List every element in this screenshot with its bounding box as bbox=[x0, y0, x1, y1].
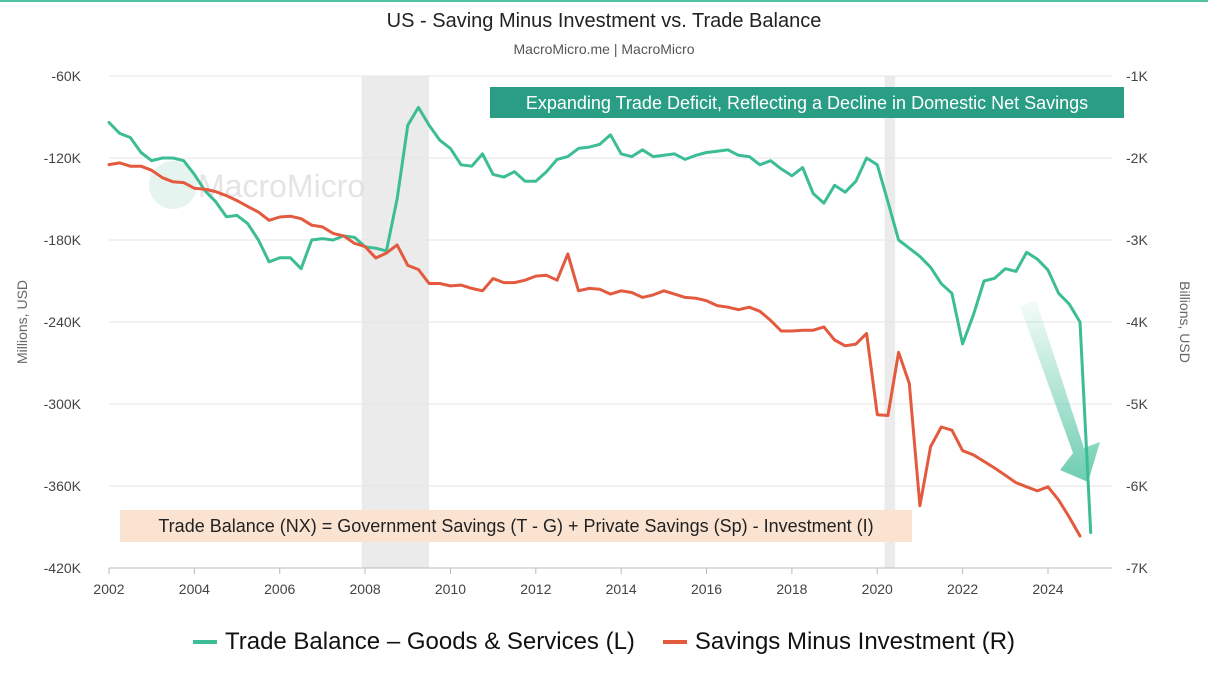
right-tick-label: -1K bbox=[1126, 68, 1148, 84]
left-tick-label: -420K bbox=[44, 560, 82, 576]
left-tick-label: -360K bbox=[44, 478, 82, 494]
x-tick-label: 2012 bbox=[520, 581, 551, 597]
series-line-savings-minus-investment bbox=[107, 161, 1082, 538]
annotation-top-box bbox=[490, 87, 1124, 118]
legend-label-savings-minus-investment: Savings Minus Investment (R) bbox=[694, 628, 1016, 655]
annotation-top-text: Expanding Trade Deficit, Reflecting a De… bbox=[526, 93, 1088, 113]
x-tick-label: 2018 bbox=[776, 581, 807, 597]
right-tick-label: -7K bbox=[1126, 560, 1148, 576]
left-tick-label: -120K bbox=[44, 150, 82, 166]
chart-subtitle: MacroMicro.me | MacroMicro bbox=[513, 41, 695, 57]
top-accent-line bbox=[0, 0, 1208, 2]
x-tick-label: 2020 bbox=[862, 581, 893, 597]
legend: Trade Balance – Goods & Services (L) Sav… bbox=[0, 628, 1208, 656]
legend-item-savings-minus-investment[interactable]: Savings Minus Investment (R) bbox=[662, 628, 1016, 656]
left-tick-label: -300K bbox=[44, 396, 82, 412]
right-tick-label: -6K bbox=[1126, 478, 1148, 494]
left-tick-label: -180K bbox=[44, 232, 82, 248]
watermark-text: MacroMicro bbox=[198, 168, 365, 204]
x-tick-label: 2004 bbox=[179, 581, 210, 597]
legend-label-trade-balance: Trade Balance – Goods & Services (L) bbox=[224, 628, 635, 655]
x-tick-label: 2006 bbox=[264, 581, 295, 597]
x-tick-label: 2002 bbox=[93, 581, 124, 597]
series-line-trade-balance bbox=[107, 105, 1093, 534]
y-axis-left-title: Millions, USD bbox=[14, 280, 30, 364]
right-tick-label: -3K bbox=[1126, 232, 1148, 248]
left-tick-label: -60K bbox=[51, 68, 81, 84]
watermark-logo-icon bbox=[149, 161, 197, 209]
legend-swatch-savings-minus-investment bbox=[662, 640, 687, 644]
right-tick-label: -5K bbox=[1126, 396, 1148, 412]
annotation-bottom-box bbox=[120, 510, 912, 542]
legend-item-trade-balance[interactable]: Trade Balance – Goods & Services (L) bbox=[192, 628, 635, 656]
x-tick-label: 2010 bbox=[435, 581, 466, 597]
x-tick-label: 2014 bbox=[606, 581, 637, 597]
x-tick-label: 2016 bbox=[691, 581, 722, 597]
legend-swatch-trade-balance bbox=[192, 640, 217, 644]
left-tick-label: -240K bbox=[44, 314, 82, 330]
y-axis-right-title: Billions, USD bbox=[1177, 281, 1193, 363]
trend-arrow-icon bbox=[1020, 300, 1100, 482]
annotation-bottom-text: Trade Balance (NX) = Government Savings … bbox=[158, 516, 873, 536]
right-tick-label: -4K bbox=[1126, 314, 1148, 330]
chart-title: US - Saving Minus Investment vs. Trade B… bbox=[386, 10, 822, 32]
x-tick-label: 2008 bbox=[350, 581, 381, 597]
x-tick-label: 2024 bbox=[1032, 581, 1063, 597]
right-tick-label: -2K bbox=[1126, 150, 1148, 166]
x-tick-label: 2022 bbox=[947, 581, 978, 597]
